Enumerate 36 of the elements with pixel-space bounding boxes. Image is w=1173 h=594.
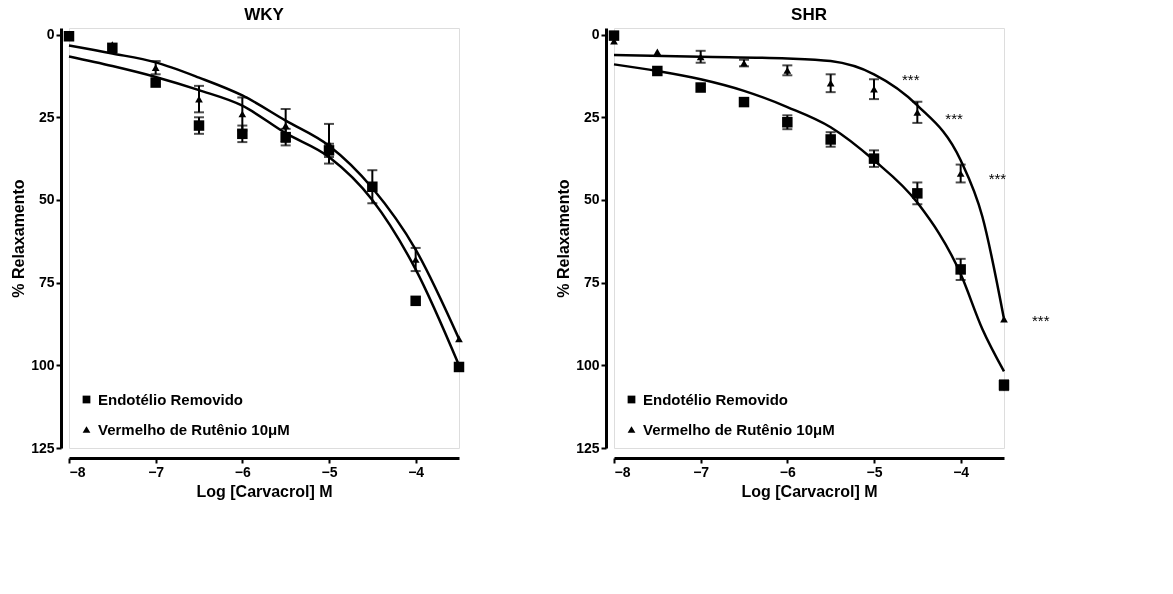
legend-label: Endotélio Removido: [643, 390, 789, 408]
x-tick-label: −4: [953, 463, 970, 480]
y-axis-title: % Relaxamento: [10, 179, 28, 298]
y-tick-label: 100: [576, 356, 600, 373]
x-tick-label: −7: [693, 463, 710, 480]
legend-label: Vermelho de Rutênio 10μM: [98, 420, 290, 438]
y-tick-label: 25: [38, 108, 55, 125]
x-tick-label: −4: [408, 463, 425, 480]
y-tick-label: 125: [576, 439, 600, 456]
chart-title: WKY: [244, 4, 285, 24]
y-tick-label: 125: [31, 439, 55, 456]
y-tick-label: 75: [583, 274, 600, 291]
annotation: ***: [902, 70, 920, 88]
legend-label: Vermelho de Rutênio 10μM: [643, 420, 835, 438]
x-tick-label: −5: [321, 463, 338, 480]
x-axis-title: Log [Carvacrol] M: [196, 482, 333, 500]
y-tick-label: 50: [583, 191, 600, 208]
y-tick-label: 50: [38, 191, 55, 208]
annotation: ***: [1032, 312, 1050, 330]
y-tick-label: 0: [46, 26, 55, 43]
annotation: ***: [988, 169, 1007, 187]
x-tick-label: −6: [234, 463, 252, 480]
y-tick-label: 100: [31, 356, 55, 373]
x-tick-label: −8: [69, 463, 86, 480]
x-axis-title: Log [Carvacrol] M: [741, 482, 878, 500]
y-tick-label: 25: [583, 108, 600, 125]
x-tick-label: −5: [866, 463, 883, 480]
annotation: ***: [945, 110, 964, 128]
x-tick-label: −6: [779, 463, 797, 480]
y-tick-label: 75: [38, 274, 55, 291]
y-axis-title: % Relaxamento: [555, 179, 573, 298]
legend-label: Endotélio Removido: [98, 390, 244, 408]
y-tick-label: 0: [591, 26, 600, 43]
x-tick-label: −8: [614, 463, 631, 480]
x-tick-label: −7: [148, 463, 165, 480]
chart-title: SHR: [791, 4, 827, 24]
